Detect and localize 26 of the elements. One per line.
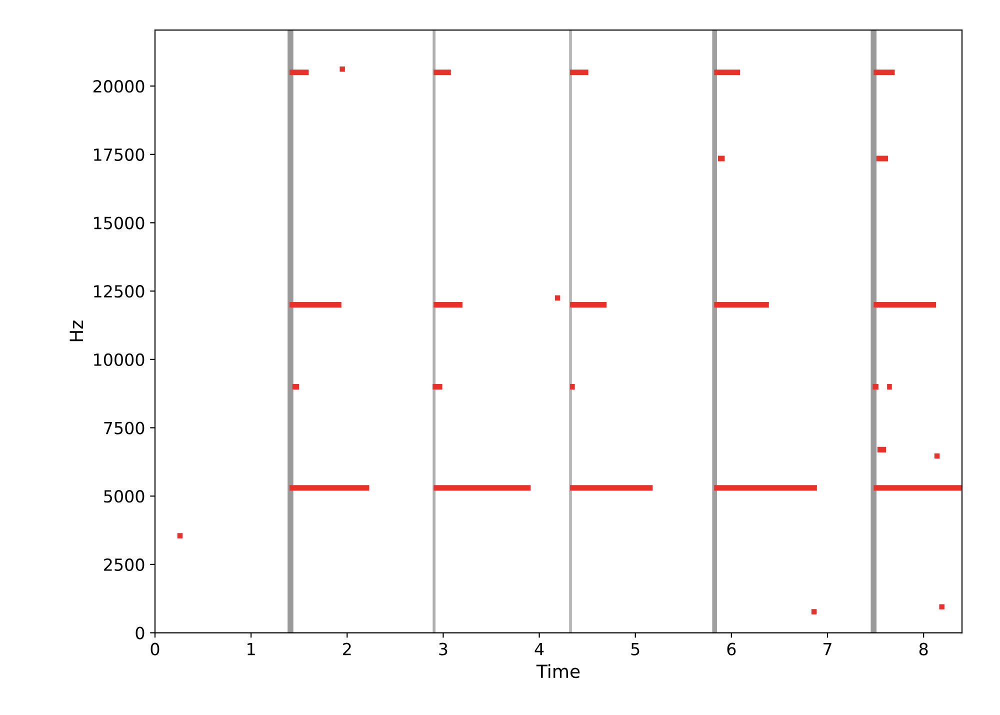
point bbox=[811, 609, 817, 614]
y-tick-label: 0 bbox=[136, 626, 144, 640]
x-tick-label: 2 bbox=[343, 642, 351, 656]
x-tick-label: 7 bbox=[824, 643, 832, 656]
y-tick-label: 10000 bbox=[94, 353, 144, 366]
x-tick-label: 5 bbox=[631, 643, 640, 656]
x-axis-title: Time bbox=[536, 664, 580, 678]
y-axis-title: Hz bbox=[70, 320, 83, 342]
x-tick-label: 4 bbox=[534, 643, 544, 656]
y-tick-label: 17500 bbox=[94, 148, 144, 161]
x-tick-label: 6 bbox=[727, 642, 736, 656]
y-tick-label: 7500 bbox=[104, 422, 144, 434]
y-tick-label: 2500 bbox=[104, 558, 144, 572]
point bbox=[554, 295, 560, 301]
y-tick-label: 5000 bbox=[104, 490, 144, 503]
x-tick-label: 3 bbox=[439, 642, 448, 656]
x-tick-label: 1 bbox=[248, 643, 255, 656]
point bbox=[177, 533, 183, 538]
y-tick-label: 20000 bbox=[93, 80, 144, 93]
x-tick-label: 8 bbox=[919, 642, 928, 656]
point bbox=[939, 604, 944, 610]
x-tick-label: 0 bbox=[150, 642, 160, 656]
y-tick-label: 15000 bbox=[94, 216, 144, 230]
y-tick-label: 12500 bbox=[94, 285, 144, 298]
point bbox=[340, 66, 345, 72]
point bbox=[934, 453, 940, 459]
